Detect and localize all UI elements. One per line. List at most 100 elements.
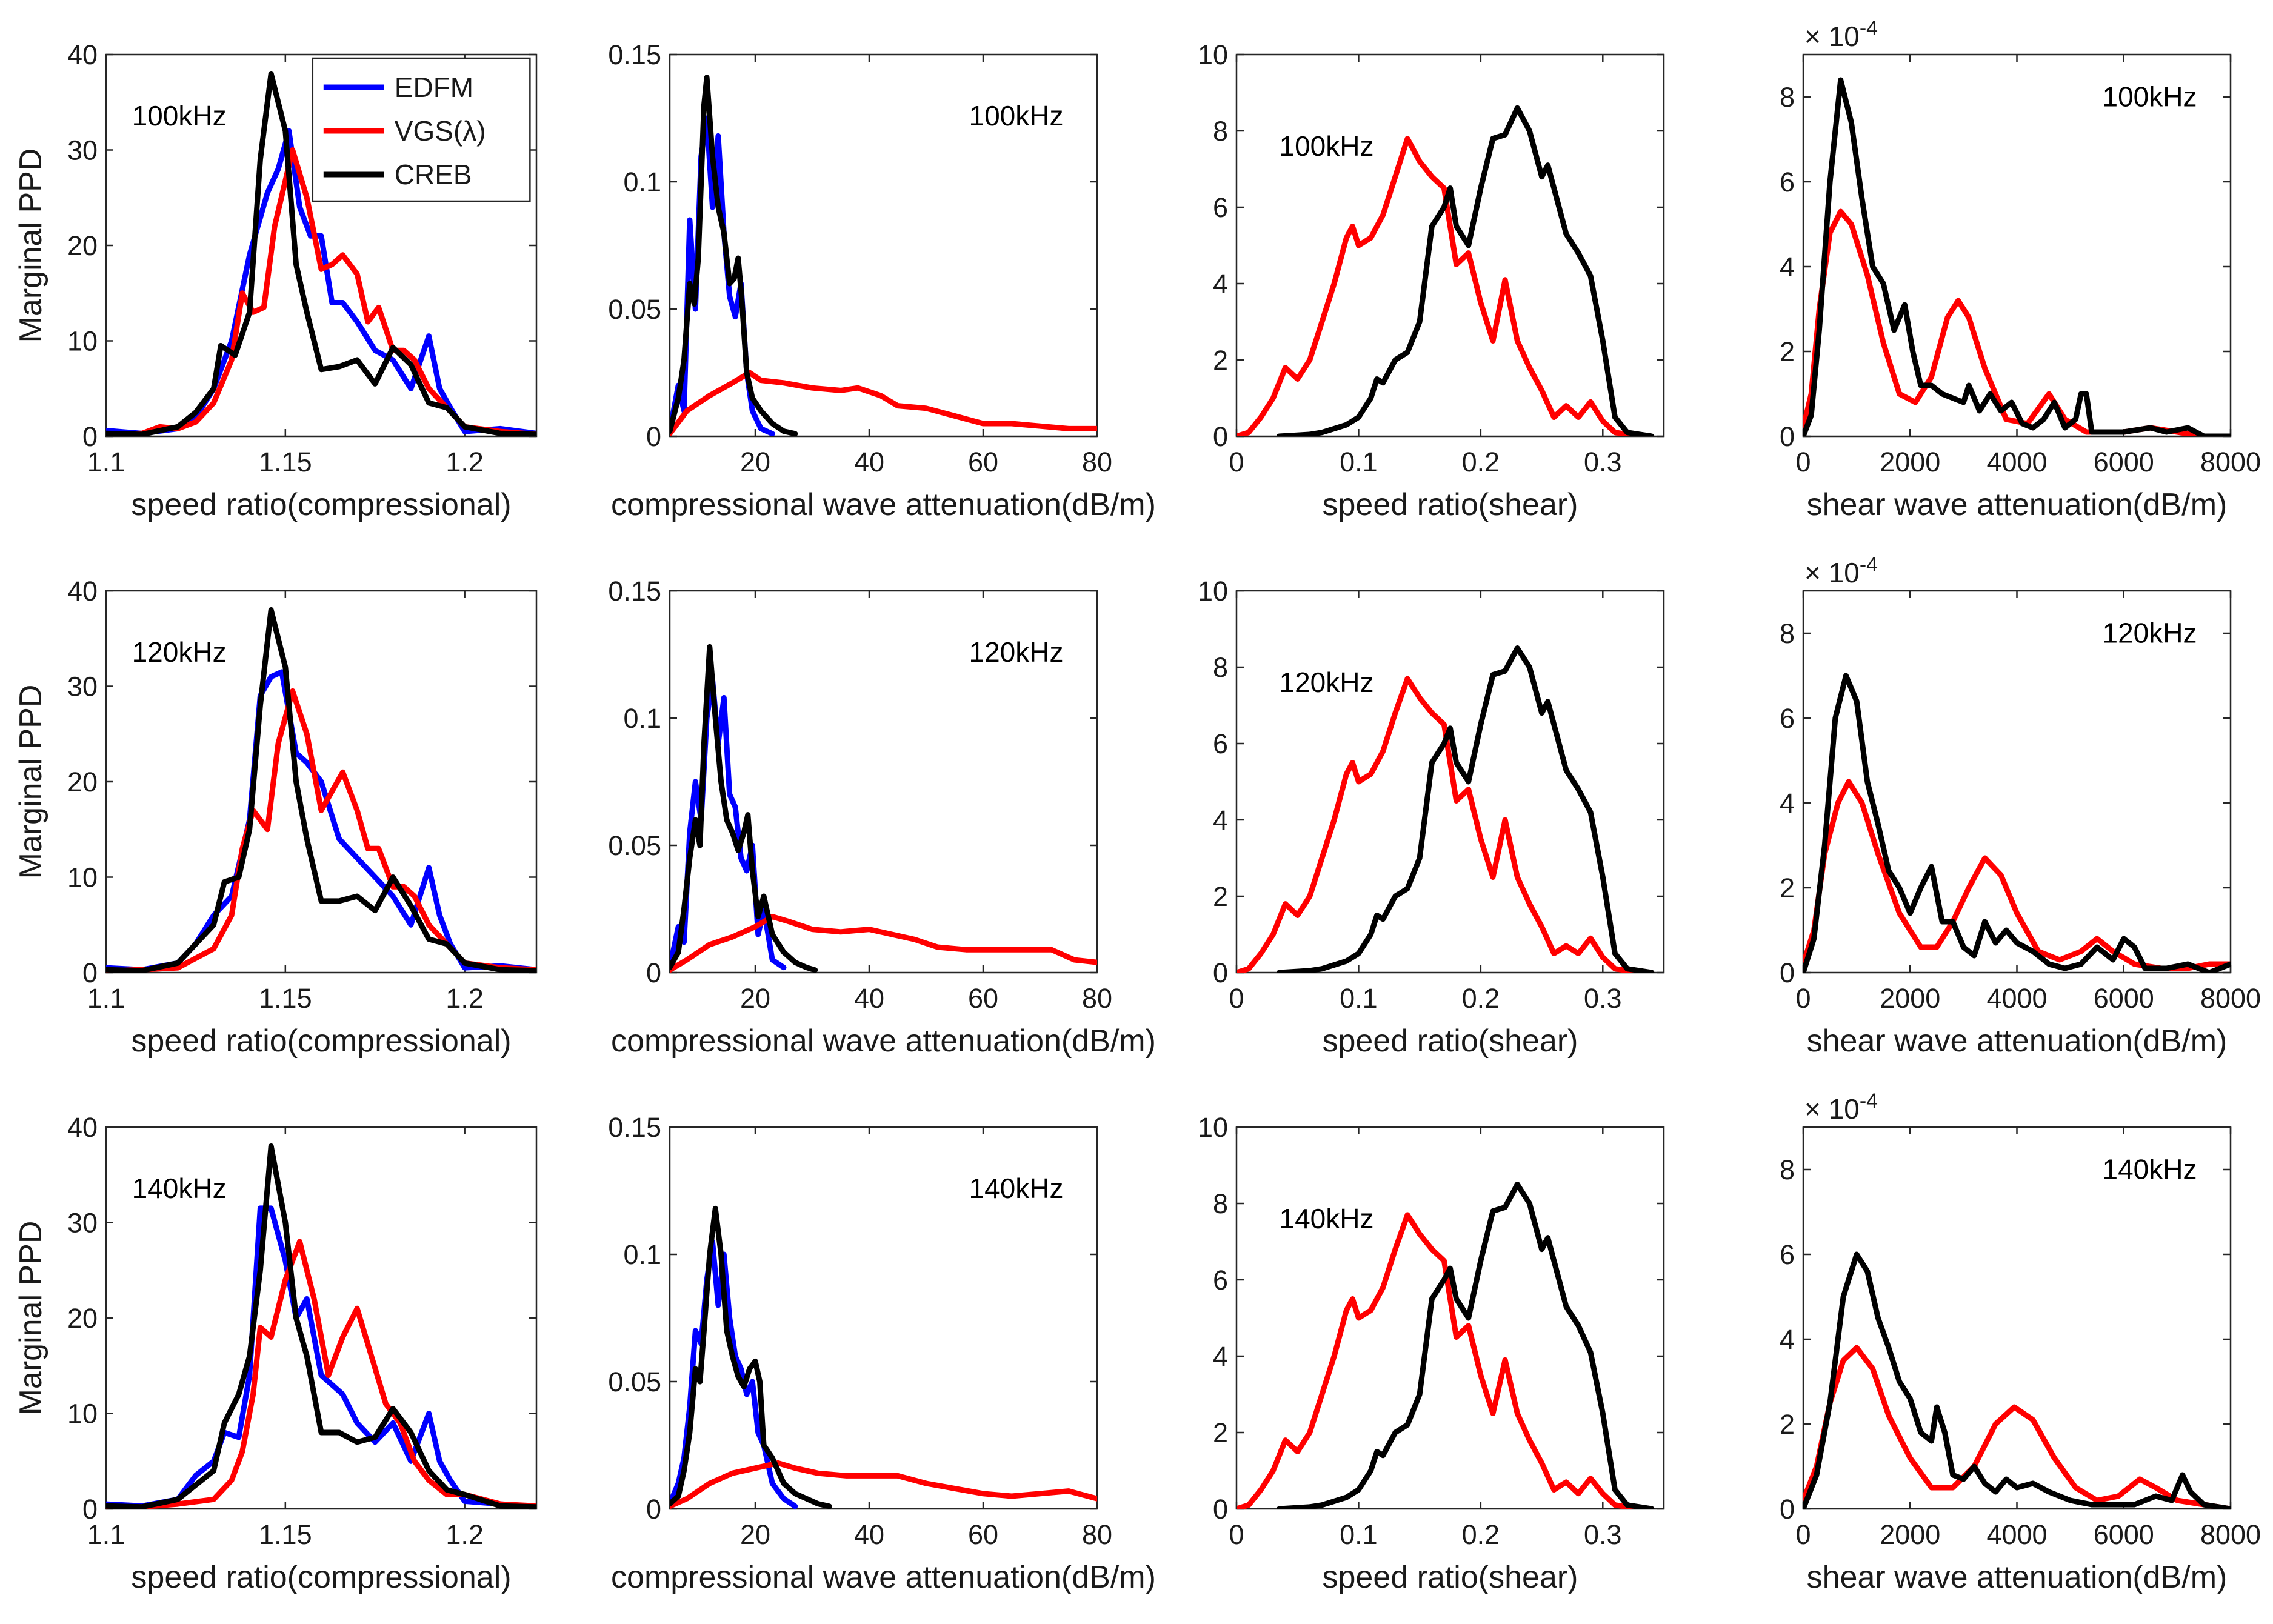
x-tick-label: 60 [968,1519,998,1550]
series-creb-line [106,71,536,436]
y-tick-label: 0.05 [608,830,661,861]
x-tick-label: 1.1 [87,1519,125,1550]
panel-1-1: 1.1 1.15 1.2 0 10 20 30 40 speed ratio(compressi… [13,39,538,522]
legend-label: VGS(λ) [395,115,486,147]
y-tick-label: 6 [1213,192,1228,223]
y-tick-label: 10 [1198,1112,1228,1143]
x-tick-label: 8000 [2200,983,2261,1014]
y-tick-label: 2 [1213,881,1228,912]
y-tick-label: 0 [1780,957,1795,988]
y-tick-label: 10 [1198,576,1228,607]
series-vgs-line [670,914,1097,973]
panel-2-3: 0 0.1 0.2 0.3 0 2 4 6 8 10 speed ratio(shear) 120kH… [1198,576,1665,1059]
y-tick-label: 20 [67,767,98,797]
x-tick-label: 0 [1229,983,1244,1014]
x-tick-label: 2000 [1880,447,1940,478]
y-tick-label: 4 [1780,788,1795,819]
x-tick-label: 80 [1082,983,1112,1014]
y-tick-label: 6 [1780,703,1795,734]
y-axis-label: Marginal PPD [13,685,48,879]
series-group [1803,1251,2231,1509]
y-tick-label: 0 [1213,1494,1228,1525]
x-axis-label: speed ratio(compressional) [131,487,511,522]
y-tick-label: 2 [1780,1409,1795,1440]
x-tick-label: 1.2 [446,447,484,478]
y-exponent-label: × 10-4 [1804,1090,1878,1125]
y-tick-label: 0 [82,421,98,452]
series-creb-line [1277,1182,1655,1509]
x-axis-label: compressional wave attenuation(dB/m) [611,487,1156,522]
y-tick-label: 10 [67,326,98,357]
x-tick-label: 0.3 [1584,983,1622,1014]
frequency-label: 120kHz [1280,667,1374,698]
y-tick-label: 2 [1213,1417,1228,1448]
y-tick-label: 8 [1780,1154,1795,1185]
series-creb-line [1803,1251,2231,1509]
y-axis-label: Marginal PPD [13,148,48,343]
frequency-label: 100kHz [132,100,227,131]
y-tick-label: 0.05 [608,294,661,325]
panel-1-2: 20 40 60 80 0 0.05 0.1 0.15 compressional wave a… [608,39,1156,522]
x-tick-label: 0 [1795,1519,1811,1550]
y-tick-label: 40 [67,39,98,70]
panel-3-3: 0 0.1 0.2 0.3 0 2 4 6 8 10 speed ratio(shear) 140kH… [1198,1112,1665,1595]
series-group [1803,673,2231,973]
y-tick-label: 0.15 [608,1112,661,1143]
x-tick-label: 4000 [1986,983,2047,1014]
series-group [106,607,536,973]
frequency-label: 100kHz [1280,130,1374,162]
panel-2-2: 20 40 60 80 0 0.05 0.1 0.15 compressional wave a… [608,576,1156,1059]
x-tick-label: 1.2 [446,983,484,1014]
panel-1-3: 0 0.1 0.2 0.3 0 2 4 6 8 10 speed ratio(shear) 100kH… [1198,39,1665,522]
series-creb-line [1277,105,1655,436]
series-vgs-line [670,370,1097,436]
x-axis-label: speed ratio(shear) [1323,487,1578,522]
x-tick-label: 1.15 [259,983,312,1014]
y-tick-label: 8 [1213,116,1228,147]
y-tick-label: 0 [1780,421,1795,452]
x-tick-label: 0.1 [1340,983,1378,1014]
x-tick-label: 8000 [2200,1519,2261,1550]
x-tick-label: 4000 [1986,447,2047,478]
x-axis-label: compressional wave attenuation(dB/m) [611,1560,1156,1595]
y-tick-label: 2 [1780,336,1795,367]
series-group [670,1205,1097,1509]
y-tick-label: 0.05 [608,1366,661,1397]
x-tick-label: 0.3 [1584,1519,1622,1550]
x-tick-label: 1.15 [259,1519,312,1550]
series-group [1237,105,1655,436]
x-axis-label: speed ratio(compressional) [131,1560,511,1595]
series-creb-line [106,607,536,973]
frequency-label: 100kHz [969,100,1064,131]
y-tick-label: 0.1 [623,167,661,198]
y-axis-label: Marginal PPD [13,1221,48,1416]
x-tick-label: 4000 [1986,1519,2047,1550]
x-tick-label: 0 [1229,447,1244,478]
x-tick-label: 20 [740,447,770,478]
y-tick-label: 0.15 [608,576,661,607]
y-tick-label: 30 [67,671,98,702]
x-tick-label: 2000 [1880,1519,1940,1550]
series-creb-line [1803,673,2231,973]
panel-3-1: 1.1 1.15 1.2 0 10 20 30 40 speed ratio(compressi… [13,1112,538,1595]
series-vgs-line [1803,779,2231,971]
y-tick-label: 6 [1213,728,1228,759]
x-tick-label: 6000 [2094,1519,2154,1550]
x-axis-label: speed ratio(shear) [1323,1560,1578,1595]
series-vgs-line [1803,1345,2231,1509]
series-group [1237,645,1655,973]
x-tick-label: 1.2 [446,1519,484,1550]
x-tick-label: 1.15 [259,447,312,478]
y-tick-label: 0 [1213,421,1228,452]
legend-label: CREB [395,159,472,190]
frequency-label: 100kHz [2103,81,2197,112]
y-tick-label: 0.15 [608,39,661,70]
y-tick-label: 0 [82,957,98,988]
x-tick-label: 80 [1082,447,1112,478]
x-axis-label: shear wave attenuation(dB/m) [1807,1023,2228,1059]
y-tick-label: 4 [1780,1324,1795,1355]
x-tick-label: 1.1 [87,447,125,478]
x-tick-label: 40 [854,1519,884,1550]
y-tick-label: 0.1 [623,1239,661,1270]
series-vgs-line [1237,136,1643,436]
